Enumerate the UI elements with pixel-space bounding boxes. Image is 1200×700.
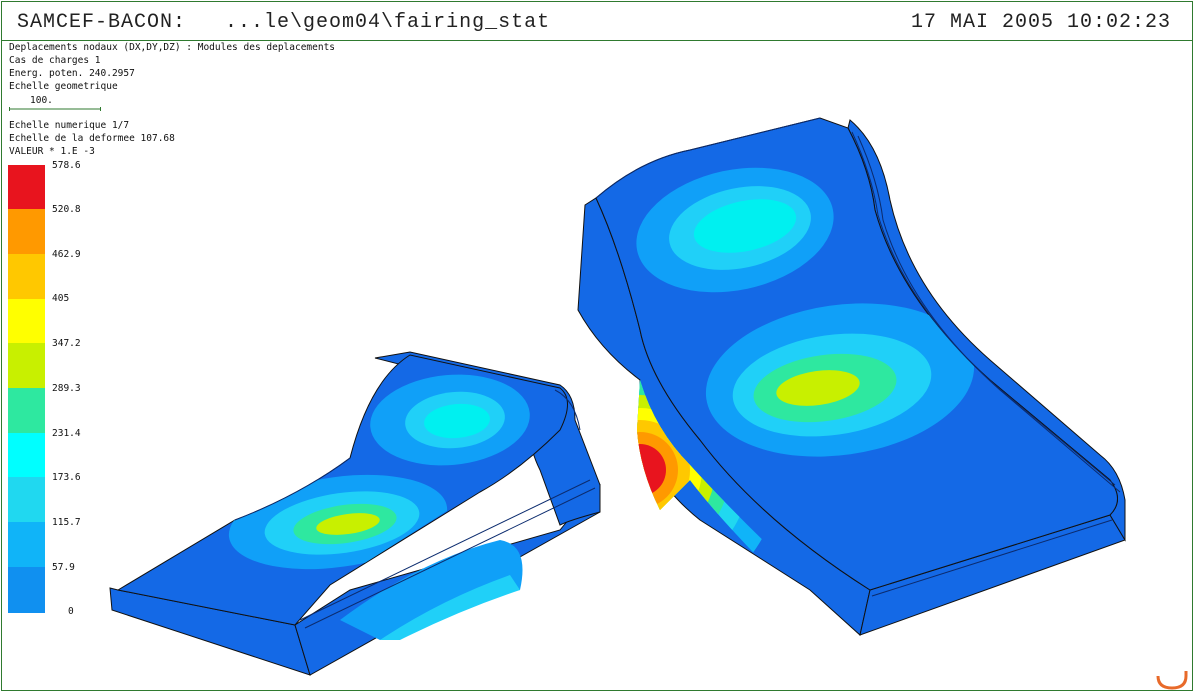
legend-swatch xyxy=(8,388,45,433)
value-multiplier-label: VALEUR * 1.E -3 xyxy=(9,146,95,157)
legend-swatch xyxy=(8,165,45,209)
legend-swatch xyxy=(8,343,45,388)
right-part xyxy=(577,117,1126,636)
timestamp: 17 MAI 2005 10:02:23 xyxy=(910,11,1171,34)
numeric-scale-label: Echelle numerique 1/7 xyxy=(9,120,130,131)
geometric-scale-value: 100. xyxy=(30,95,53,106)
legend-label: 173.6 xyxy=(52,472,81,483)
result-type-label: Deplacements nodaux (DX,DY,DZ) : Modules… xyxy=(9,42,336,53)
legend-swatch xyxy=(8,209,45,254)
window-frame xyxy=(1,1,1193,691)
legend-label: 57.9 xyxy=(52,562,75,573)
logo-icon xyxy=(1156,671,1188,690)
app-title: SAMCEF-BACON: ...le\geom04\fairing_stat xyxy=(17,11,551,34)
load-case-label: Cas de charges 1 xyxy=(9,55,101,66)
legend-label: 520.8 xyxy=(52,204,81,215)
left-part xyxy=(109,351,601,676)
legend-swatch xyxy=(8,254,45,299)
deformed-scale-label: Echelle de la deformee 107.68 xyxy=(9,133,175,144)
legend-label: 289.3 xyxy=(52,383,81,394)
scale-bar xyxy=(9,107,101,111)
title-bar: SAMCEF-BACON: ...le\geom04\fairing_stat … xyxy=(1,1,1193,41)
legend-label: 578.6 xyxy=(52,160,81,171)
legend-swatch xyxy=(8,567,45,613)
legend-label: 462.9 xyxy=(52,249,81,260)
legend-label: 347.2 xyxy=(52,338,81,349)
energy-label: Energ. poten. 240.2957 xyxy=(9,68,135,79)
legend-label: 0 xyxy=(68,606,74,617)
legend-swatch xyxy=(8,477,45,522)
legend-label: 231.4 xyxy=(52,428,81,439)
geometric-scale-label: Echelle geometrique xyxy=(9,81,118,92)
legend-label: 115.7 xyxy=(52,517,81,528)
color-legend xyxy=(8,165,45,613)
legend-label: 405 xyxy=(52,293,70,304)
legend-swatch xyxy=(8,299,45,343)
legend-swatch xyxy=(8,522,45,567)
legend-swatch xyxy=(8,433,45,477)
